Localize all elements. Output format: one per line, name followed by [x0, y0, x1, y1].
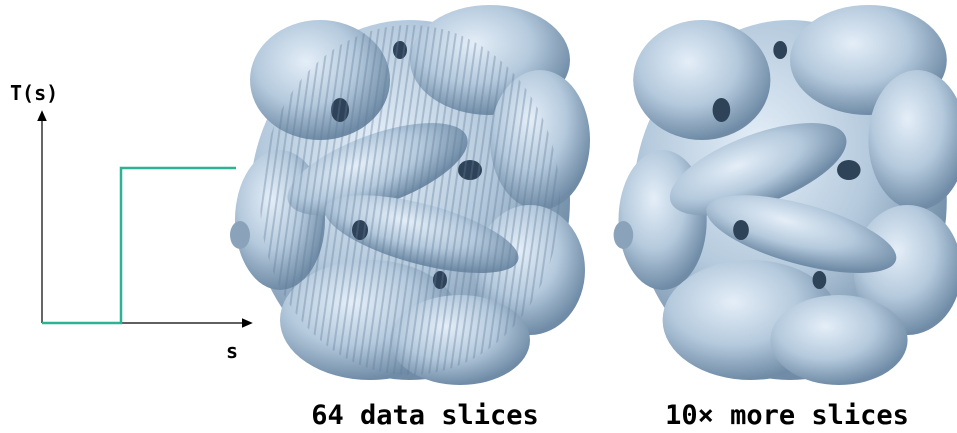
figure: T(s) s 64 data slices 10× more slices: [0, 0, 957, 433]
x-axis-label: s: [226, 339, 238, 363]
molecule-coarse: [230, 5, 590, 385]
page: {"plot": {"y_label": "T(s)", "x_label": …: [0, 0, 957, 433]
y-axis-label: T(s): [10, 81, 58, 105]
step-function: [42, 168, 236, 323]
panel-caption: 64 data slices: [311, 400, 539, 431]
panel-caption: 10× more slices: [665, 400, 909, 431]
transfer-function-plot: T(s) s: [10, 81, 248, 363]
molecule-fine: [614, 5, 957, 385]
